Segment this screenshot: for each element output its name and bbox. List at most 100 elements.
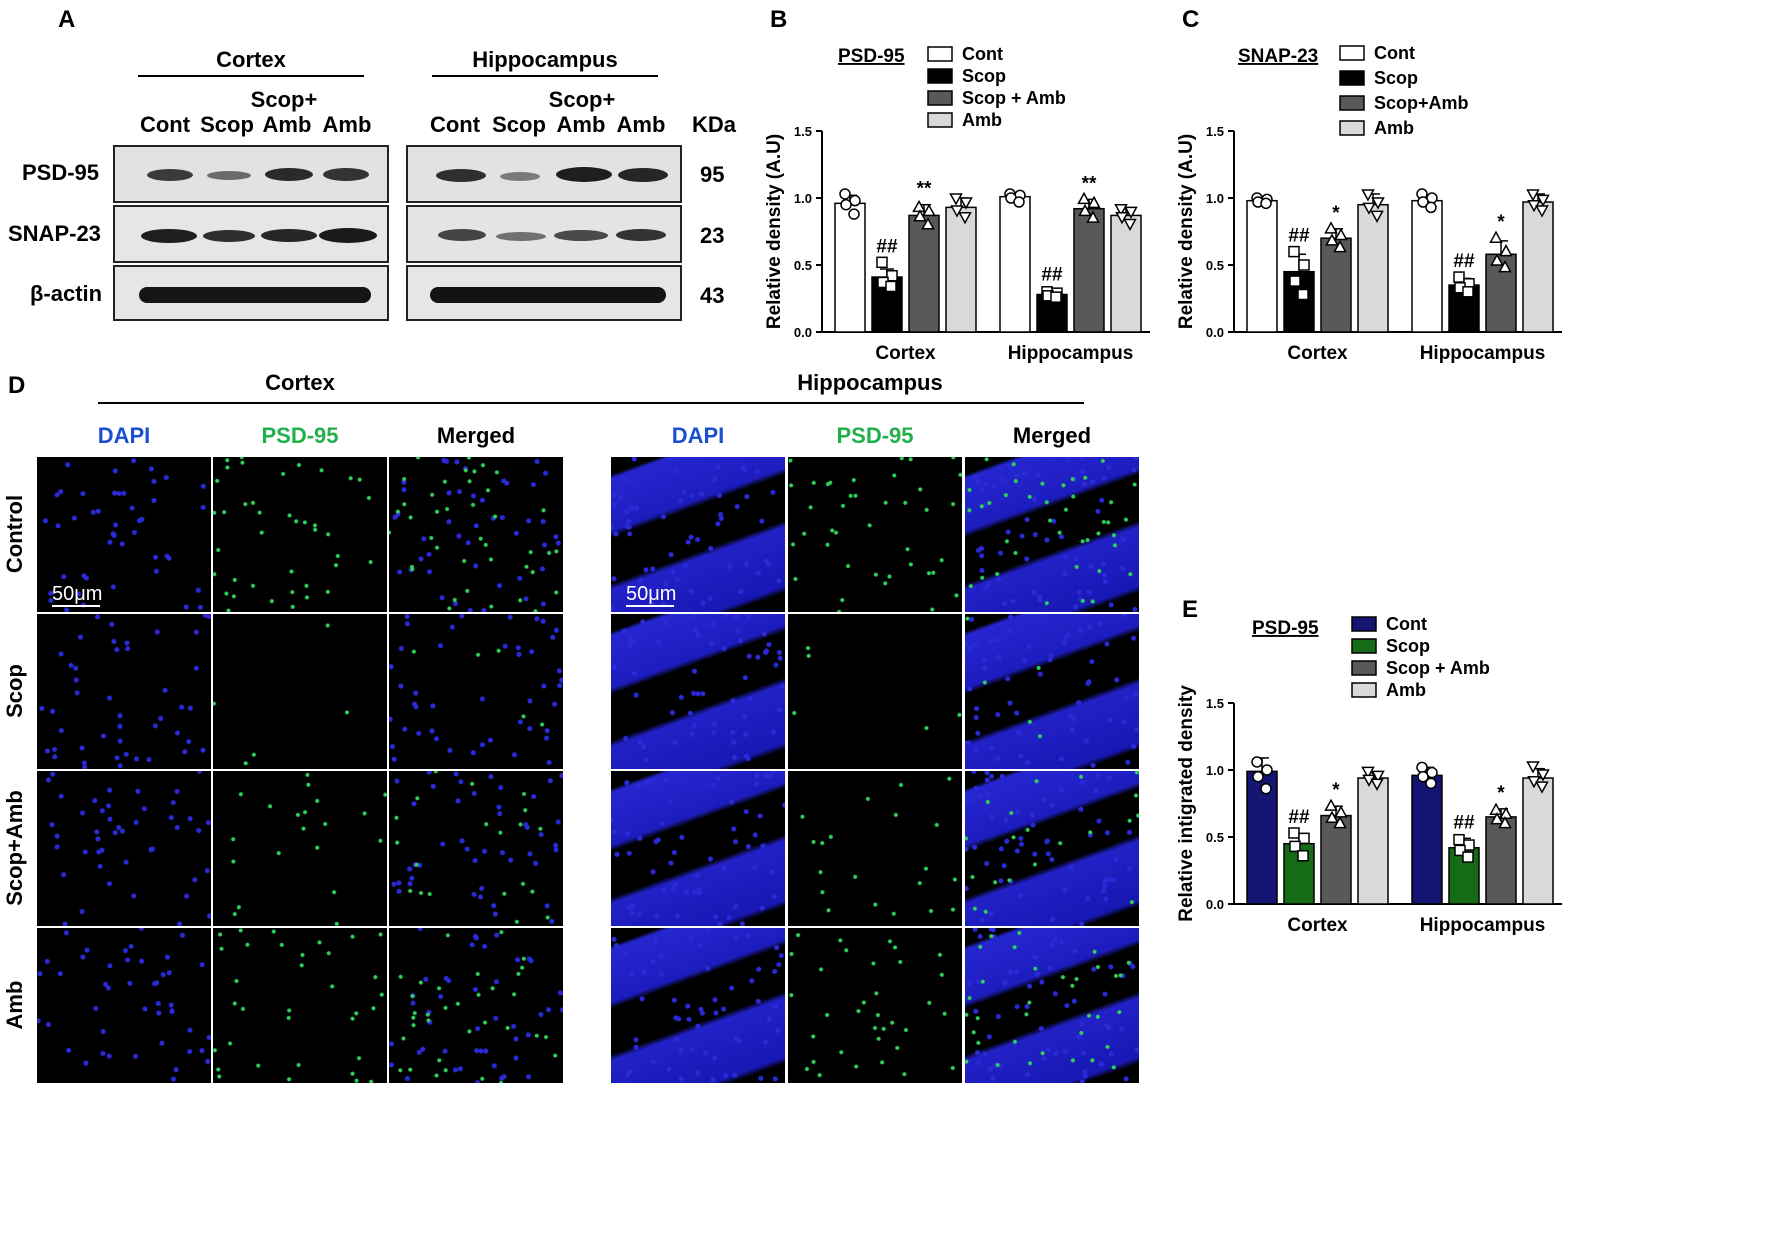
data-point — [1333, 816, 1347, 829]
bar — [1320, 814, 1352, 905]
data-point — [959, 197, 973, 210]
chart-c-snap23-blot-density: SNAP-23 Cont Scop Scop+Amb Amb 0.0 0.5 1.0 1.5 Re… — [1176, 43, 1562, 364]
legend-label: Cont — [962, 44, 1003, 64]
row-label: Scop+Amb — [2, 789, 27, 906]
data-point — [1050, 291, 1062, 303]
data-point — [1077, 191, 1091, 205]
legend-swatch — [1351, 682, 1377, 698]
lane-label: Amb — [556, 112, 606, 137]
western-blot-psd95-hippocampus — [406, 145, 682, 203]
lane-label: Amb — [322, 112, 372, 137]
legend-label: Scop — [1374, 68, 1418, 88]
data-point — [1123, 218, 1137, 232]
y-tick-label: 0.5 — [794, 258, 812, 273]
bar — [834, 202, 866, 333]
data-point — [912, 199, 926, 213]
y-axis-label: Relative density (A.U) — [764, 134, 785, 329]
channel-label: Merged — [436, 423, 516, 448]
scale-bar-label: 50μm — [626, 583, 677, 605]
panel-letter-d: D — [8, 372, 26, 399]
data-point — [1334, 805, 1348, 818]
western-blot-beta-actin-hippocampus — [406, 265, 682, 321]
legend-swatch — [1351, 638, 1377, 654]
micrograph-hippocampus-psd95 — [788, 771, 962, 926]
channel-label: PSD-95 — [836, 423, 914, 448]
micrograph-hippocampus-psd95 — [788, 614, 962, 769]
micrograph-cortex-psd95 — [213, 771, 387, 926]
data-point — [1334, 227, 1348, 241]
bar — [1357, 777, 1389, 905]
data-point — [1489, 230, 1503, 243]
data-point — [1498, 816, 1512, 829]
y-tick-label: 1.0 — [1206, 763, 1224, 778]
legend-label: Scop+Amb — [1374, 93, 1469, 113]
micrograph-cortex-psd95 — [213, 457, 387, 612]
data-point — [950, 205, 964, 218]
kda-value: 23 — [700, 223, 725, 248]
x-category-label: Hippocampus — [1008, 343, 1134, 364]
data-point — [1288, 245, 1300, 258]
data-point — [1498, 260, 1512, 273]
legend-swatch — [927, 90, 953, 106]
legend-label: Scop + Amb — [1386, 658, 1490, 678]
data-point — [1425, 201, 1437, 214]
lane-top-label: Scop+ — [250, 87, 318, 112]
data-point — [1526, 189, 1540, 202]
data-point — [1115, 212, 1129, 225]
micrograph-cortex-dapi — [37, 928, 211, 1083]
x-category-label: Cortex — [1287, 343, 1348, 364]
y-tick-label: 0.0 — [1206, 897, 1224, 912]
data-point — [958, 212, 972, 225]
legend-swatch — [927, 68, 953, 84]
legend-swatch — [1339, 95, 1365, 111]
western-blot-snap23-cortex — [113, 205, 389, 263]
micrograph-hippocampus-psd95 — [788, 457, 962, 612]
significance-mark: * — [1497, 212, 1505, 233]
micrograph-cortex-merged — [389, 614, 563, 769]
scale-bar — [52, 605, 100, 607]
data-point — [1417, 196, 1429, 208]
significance-mark: * — [1332, 780, 1340, 801]
data-point — [1361, 189, 1375, 202]
data-point — [1013, 196, 1025, 208]
significance-mark: * — [1497, 783, 1505, 804]
kda-value: 95 — [700, 162, 725, 187]
x-category-label: Hippocampus — [1420, 915, 1546, 936]
western-blot-beta-actin-cortex — [113, 265, 389, 321]
significance-mark: * — [1332, 203, 1340, 224]
micrograph-hippocampus-merged — [965, 771, 1139, 926]
data-point — [1251, 756, 1263, 768]
micrograph-hippocampus-merged — [965, 457, 1139, 612]
bar — [1411, 774, 1443, 905]
lane-label: Cont — [429, 112, 481, 137]
data-point — [1260, 783, 1272, 795]
micrograph-hippocampus-dapi — [611, 928, 785, 1083]
y-tick-label: 1.5 — [1206, 124, 1224, 139]
micrograph-hippocampus-merged — [965, 614, 1139, 769]
y-axis-label: Relative intigrated density — [1176, 685, 1197, 922]
region-rule — [138, 75, 364, 77]
row-label: Scop — [2, 663, 27, 718]
kda-value: 43 — [700, 283, 725, 308]
data-point — [885, 280, 897, 293]
data-point — [1535, 205, 1549, 218]
micrograph-cortex-psd95 — [213, 928, 387, 1083]
bar — [1522, 201, 1554, 333]
legend-swatch — [1339, 70, 1365, 86]
micrograph-cortex-psd95 — [213, 614, 387, 769]
bar — [1485, 253, 1517, 333]
data-point — [1526, 761, 1540, 774]
blot-region-hippocampus: Hippocampus — [472, 47, 618, 72]
y-tick-label: 0.0 — [1206, 325, 1224, 340]
data-point — [1289, 275, 1301, 287]
data-point — [1325, 233, 1339, 246]
micrograph-cortex-merged — [389, 457, 563, 612]
data-point — [921, 217, 935, 230]
legend-swatch — [1339, 120, 1365, 136]
significance-mark: ## — [1041, 264, 1063, 285]
y-tick-label: 1.0 — [794, 191, 812, 206]
x-category-label: Cortex — [875, 343, 936, 364]
y-tick-label: 0.5 — [1206, 830, 1224, 845]
